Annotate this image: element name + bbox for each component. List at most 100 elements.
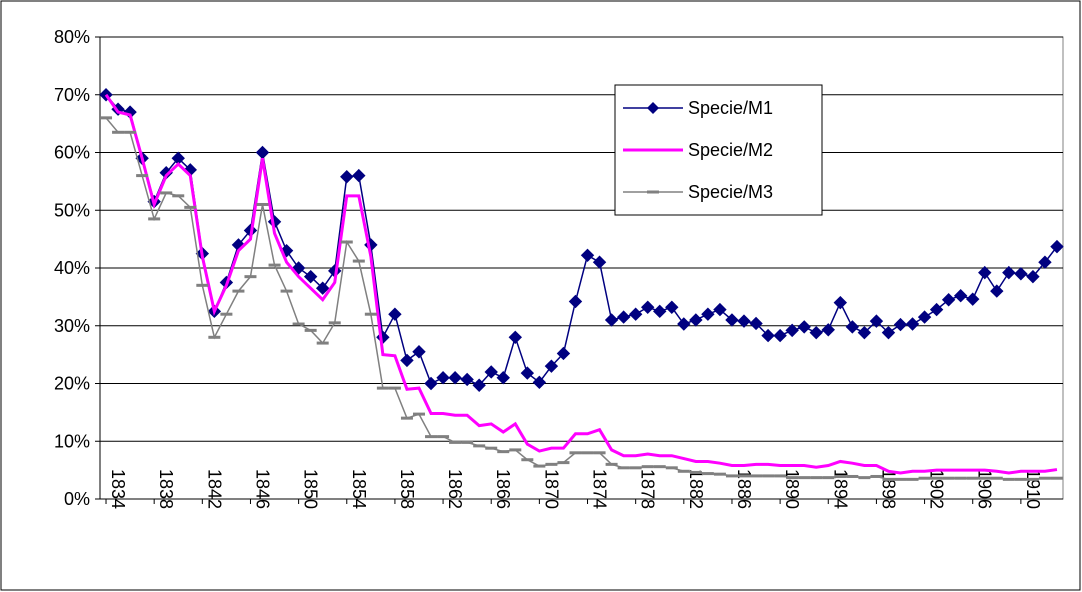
series	[100, 116, 1063, 481]
series	[104, 93, 1058, 475]
point-marker	[858, 476, 871, 480]
point-marker	[388, 307, 402, 321]
x-tick-label: 1870	[541, 469, 561, 509]
point-marker	[400, 416, 413, 420]
point-marker	[556, 346, 571, 361]
point-marker	[508, 330, 523, 345]
point-marker	[303, 269, 318, 284]
y-tick-label: 30%	[54, 316, 90, 336]
point-marker	[184, 205, 197, 209]
point-marker	[279, 243, 294, 258]
point-marker	[677, 317, 691, 331]
x-tick-label: 1854	[349, 469, 369, 509]
point-marker	[315, 281, 330, 295]
point-marker	[786, 476, 799, 480]
point-marker	[509, 448, 522, 452]
point-marker	[616, 310, 631, 324]
point-marker	[942, 476, 955, 480]
point-marker	[220, 312, 233, 316]
point-marker	[424, 376, 438, 391]
x-tick-label: 1834	[108, 469, 128, 509]
point-marker	[918, 476, 931, 480]
point-marker	[641, 465, 654, 469]
point-marker	[1026, 269, 1040, 284]
point-marker	[833, 295, 848, 310]
y-tick-label: 60%	[54, 143, 90, 163]
point-marker	[653, 304, 667, 319]
point-marker	[797, 320, 811, 334]
point-marker	[412, 412, 425, 416]
x-tick-label: 1846	[252, 469, 272, 509]
point-marker	[774, 474, 787, 478]
point-marker	[677, 469, 690, 473]
point-marker	[1050, 239, 1064, 254]
point-marker	[340, 170, 354, 184]
point-marker	[846, 474, 859, 478]
point-marker	[412, 345, 426, 359]
point-marker	[376, 386, 389, 390]
point-marker	[208, 335, 221, 339]
point-marker	[1014, 267, 1028, 281]
point-marker	[581, 451, 594, 455]
x-tick-label: 1894	[830, 469, 850, 509]
x-tick-label: 1858	[397, 469, 417, 509]
x-tick-label: 1838	[156, 469, 176, 509]
point-marker	[653, 465, 666, 469]
x-tick-label: 1878	[638, 469, 658, 509]
point-marker	[881, 325, 896, 340]
point-marker	[1026, 477, 1039, 481]
point-marker	[640, 300, 655, 314]
point-marker	[737, 314, 751, 328]
point-marker	[882, 477, 895, 481]
point-marker	[112, 130, 125, 134]
point-marker	[340, 240, 353, 244]
point-marker	[713, 302, 727, 317]
point-marker	[893, 317, 908, 332]
point-marker	[1038, 476, 1051, 480]
x-tick-label: 1898	[878, 469, 898, 509]
y-tick-label: 70%	[54, 85, 90, 105]
x-tick-label: 1842	[204, 469, 224, 509]
y-tick-label: 80%	[54, 27, 90, 47]
point-marker	[160, 191, 173, 195]
point-marker	[870, 474, 883, 478]
point-marker	[460, 372, 474, 387]
point-marker	[1002, 265, 1016, 280]
point-marker	[798, 476, 811, 480]
point-marker	[689, 470, 702, 474]
point-marker	[941, 293, 956, 307]
point-marker	[557, 461, 570, 465]
point-marker	[605, 462, 618, 466]
x-tick-label: 1882	[686, 469, 706, 509]
point-marker	[280, 289, 293, 293]
x-tick-label: 1910	[1023, 469, 1043, 509]
point-marker	[136, 174, 149, 178]
x-tick-label: 1874	[590, 469, 610, 509]
point-marker	[448, 371, 462, 385]
point-marker	[592, 255, 607, 269]
x-tick-label: 1866	[493, 469, 513, 509]
point-marker	[725, 474, 738, 478]
point-marker	[473, 444, 486, 448]
point-marker	[845, 320, 860, 334]
point-marker	[544, 359, 559, 373]
point-marker	[388, 386, 401, 390]
point-marker	[304, 328, 317, 332]
legend-label: Specie/M1	[688, 98, 773, 118]
point-marker	[497, 450, 510, 454]
point-marker	[100, 116, 113, 120]
series	[99, 88, 1064, 392]
point-marker	[496, 371, 510, 385]
point-marker	[484, 365, 498, 379]
point-marker	[568, 294, 583, 309]
point-marker	[822, 476, 835, 480]
legend: Specie/M1 Specie/M2 Specie/M3	[614, 84, 823, 216]
y-tick-label: 20%	[54, 374, 90, 394]
point-marker	[425, 435, 438, 439]
point-marker	[725, 313, 739, 327]
point-marker	[268, 263, 281, 267]
point-marker	[821, 323, 835, 337]
point-marker	[328, 321, 341, 325]
x-tick-label: 1886	[734, 469, 754, 509]
